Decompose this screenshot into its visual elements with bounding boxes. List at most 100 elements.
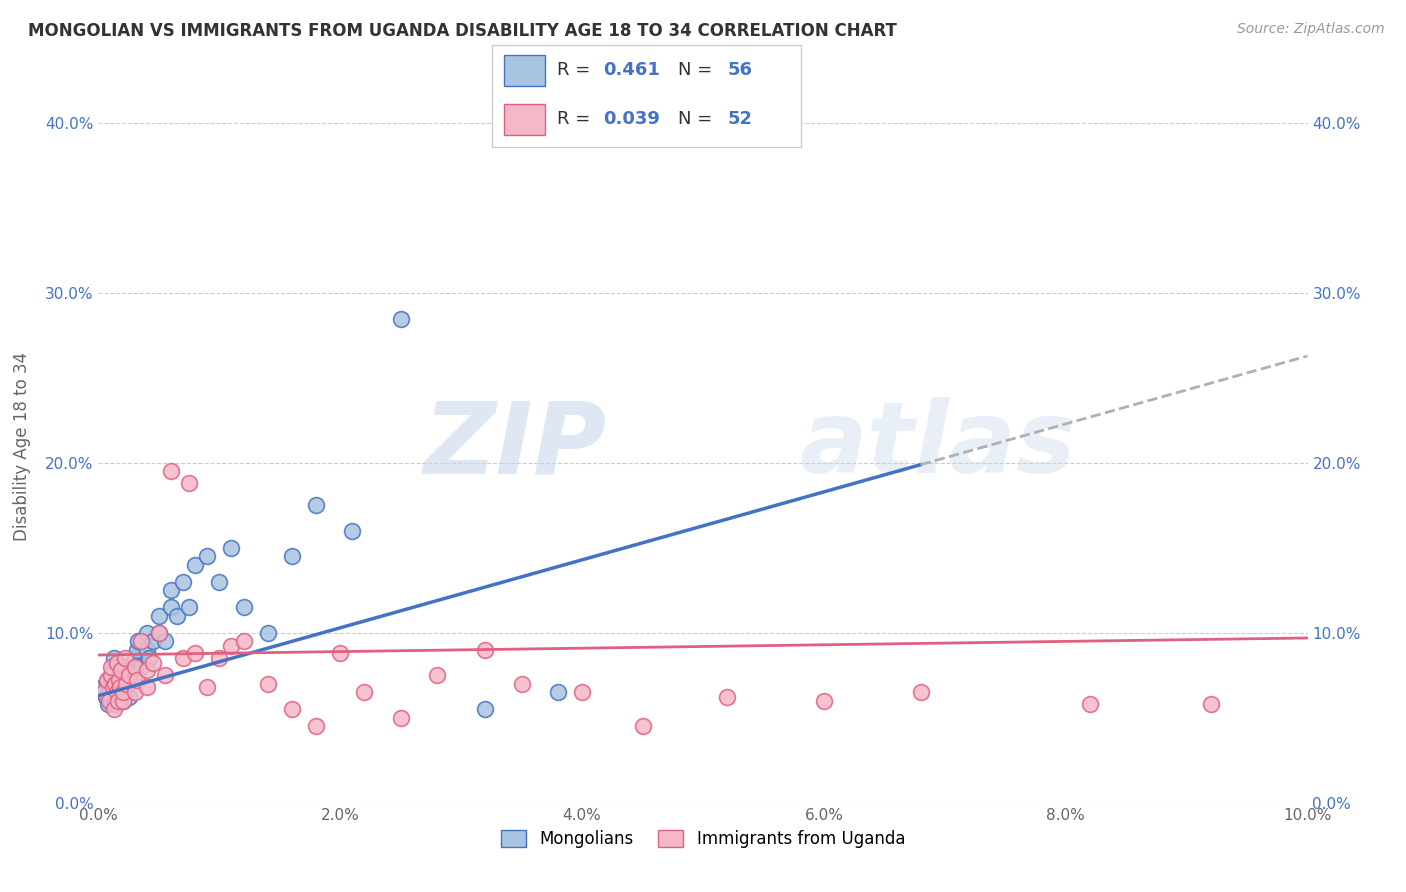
- Point: [124, 660, 146, 674]
- Point: [232, 600, 254, 615]
- Point: [127, 634, 149, 648]
- Point: [98, 694, 121, 708]
- Point: [160, 465, 183, 479]
- Point: [91, 680, 114, 694]
- Point: [160, 583, 183, 598]
- Point: [142, 634, 165, 648]
- Text: R =: R =: [557, 111, 596, 128]
- Point: [135, 663, 157, 677]
- Point: [98, 685, 121, 699]
- Point: [631, 719, 654, 733]
- Point: [281, 549, 304, 564]
- Point: [353, 685, 375, 699]
- Point: [426, 668, 449, 682]
- Y-axis label: Disability Age 18 to 34: Disability Age 18 to 34: [13, 351, 31, 541]
- Point: [101, 663, 124, 677]
- Point: [138, 651, 160, 665]
- Point: [305, 499, 328, 513]
- Text: R =: R =: [557, 62, 596, 79]
- Point: [96, 673, 118, 688]
- Point: [105, 657, 128, 671]
- Point: [571, 685, 593, 699]
- Point: [100, 660, 122, 674]
- Point: [108, 680, 131, 694]
- Point: [1078, 698, 1101, 712]
- Point: [184, 558, 207, 572]
- Point: [474, 643, 496, 657]
- Text: 52: 52: [727, 111, 752, 128]
- Point: [93, 685, 115, 699]
- Point: [124, 685, 146, 699]
- Point: [813, 694, 835, 708]
- Point: [105, 685, 128, 699]
- Point: [101, 690, 124, 705]
- Point: [142, 657, 165, 671]
- Point: [129, 634, 152, 648]
- Point: [112, 668, 135, 682]
- Point: [148, 608, 170, 623]
- Point: [105, 685, 128, 699]
- Point: [108, 690, 131, 705]
- Point: [184, 646, 207, 660]
- Point: [716, 690, 738, 705]
- Point: [108, 673, 131, 688]
- Point: [111, 694, 134, 708]
- Point: [148, 626, 170, 640]
- Point: [148, 626, 170, 640]
- Point: [100, 694, 122, 708]
- Point: [100, 668, 122, 682]
- Point: [111, 685, 134, 699]
- Legend: Mongolians, Immigrants from Uganda: Mongolians, Immigrants from Uganda: [494, 823, 912, 855]
- Point: [195, 680, 218, 694]
- Point: [105, 668, 128, 682]
- Point: [104, 677, 127, 691]
- Point: [108, 660, 131, 674]
- Point: [281, 702, 304, 716]
- Point: [127, 673, 149, 688]
- Point: [135, 626, 157, 640]
- Bar: [505, 104, 544, 135]
- Point: [221, 541, 243, 555]
- Point: [101, 680, 124, 694]
- Point: [114, 685, 136, 699]
- Point: [111, 694, 134, 708]
- Point: [389, 311, 412, 326]
- Point: [110, 663, 132, 677]
- Point: [96, 675, 118, 690]
- Point: [910, 685, 932, 699]
- Point: [510, 677, 533, 691]
- Point: [256, 626, 278, 640]
- Point: [114, 651, 136, 665]
- Point: [111, 680, 134, 694]
- FancyBboxPatch shape: [492, 45, 801, 147]
- Point: [135, 680, 157, 694]
- Point: [124, 651, 146, 665]
- Point: [547, 685, 569, 699]
- Point: [135, 643, 157, 657]
- Point: [208, 651, 231, 665]
- Point: [124, 668, 146, 682]
- Bar: [505, 55, 544, 86]
- Point: [97, 698, 120, 712]
- Point: [127, 643, 149, 657]
- Point: [305, 719, 328, 733]
- Point: [342, 524, 364, 538]
- Point: [153, 668, 176, 682]
- Text: MONGOLIAN VS IMMIGRANTS FROM UGANDA DISABILITY AGE 18 TO 34 CORRELATION CHART: MONGOLIAN VS IMMIGRANTS FROM UGANDA DISA…: [28, 22, 897, 40]
- Point: [118, 668, 141, 682]
- Point: [179, 476, 201, 491]
- Text: Source: ZipAtlas.com: Source: ZipAtlas.com: [1237, 22, 1385, 37]
- Text: 56: 56: [727, 62, 752, 79]
- Point: [256, 677, 278, 691]
- Point: [232, 634, 254, 648]
- Point: [107, 694, 129, 708]
- Point: [208, 574, 231, 589]
- Point: [221, 640, 243, 654]
- Point: [118, 690, 141, 705]
- Point: [329, 646, 352, 660]
- Point: [103, 651, 125, 665]
- Point: [114, 660, 136, 674]
- Point: [108, 673, 131, 688]
- Point: [474, 702, 496, 716]
- Point: [94, 690, 117, 705]
